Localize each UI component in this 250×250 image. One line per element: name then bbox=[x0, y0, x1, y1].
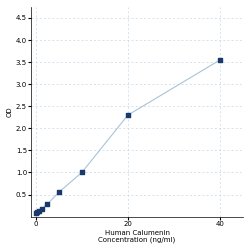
Point bbox=[40, 207, 44, 211]
Point bbox=[35, 210, 39, 214]
Point bbox=[80, 170, 84, 174]
X-axis label: Human Calumenin
Concentration (ng/ml): Human Calumenin Concentration (ng/ml) bbox=[98, 230, 176, 243]
Y-axis label: OD: OD bbox=[7, 106, 13, 117]
Point bbox=[37, 209, 41, 213]
Point bbox=[218, 58, 222, 62]
Point bbox=[57, 190, 61, 194]
Point bbox=[45, 202, 49, 206]
Point bbox=[34, 211, 38, 215]
Point bbox=[126, 113, 130, 117]
